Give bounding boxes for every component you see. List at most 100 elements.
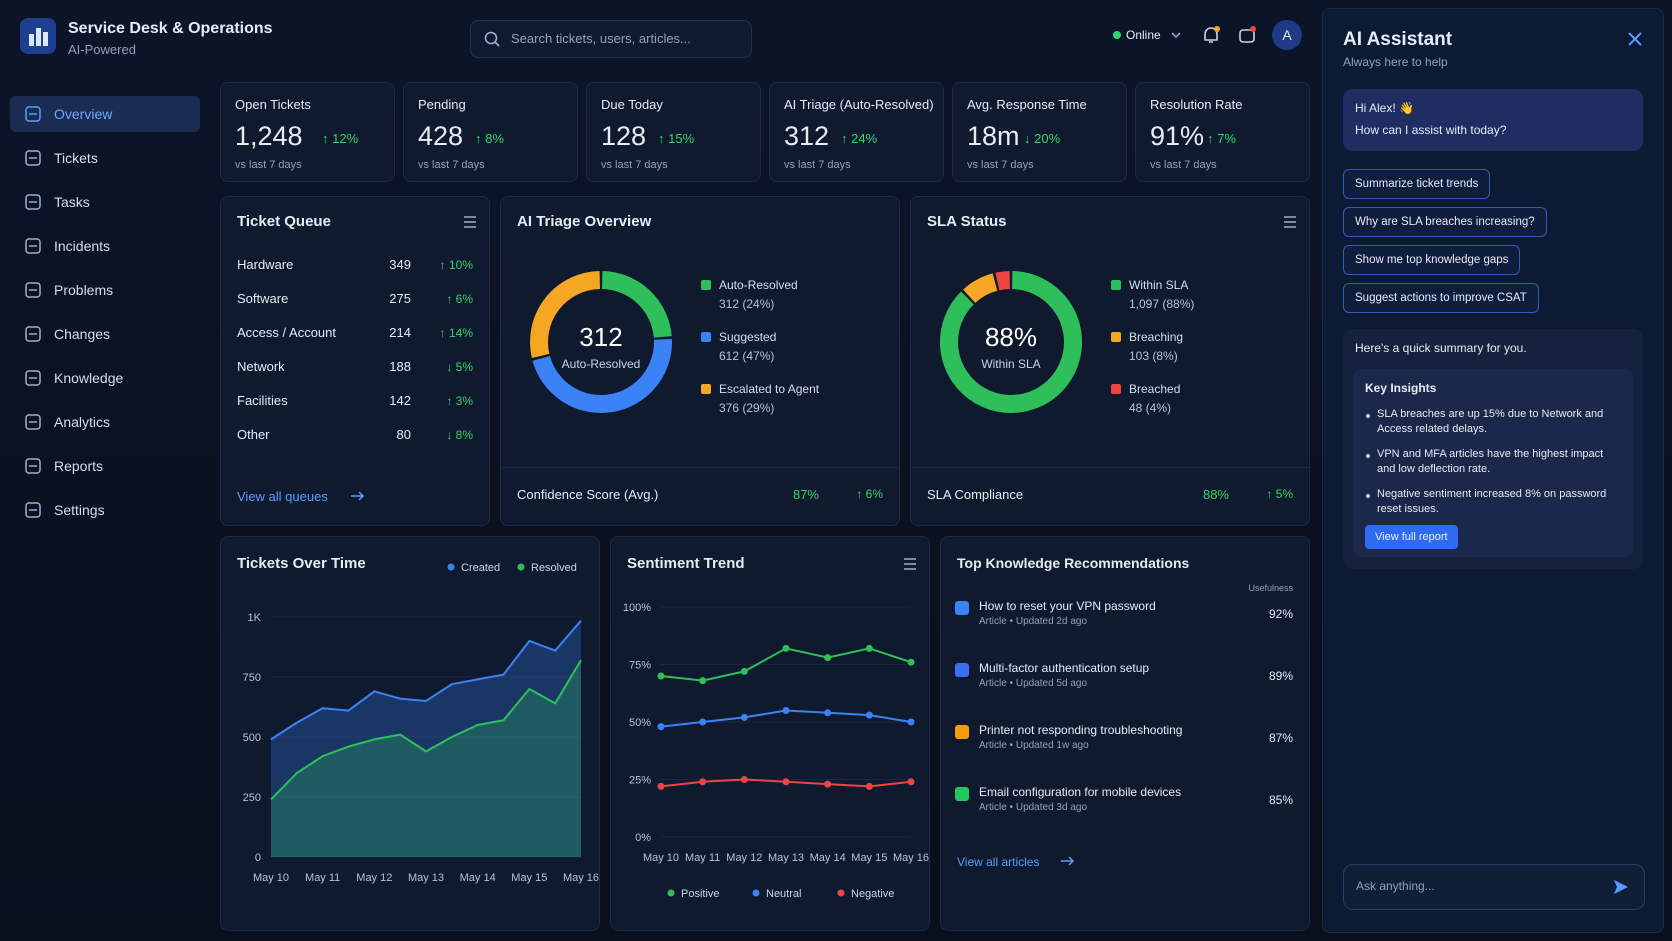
icon-box	[25, 326, 41, 342]
link[interactable]: View all articles	[957, 855, 1040, 869]
point	[782, 707, 790, 714]
nav-item[interactable]: Overview	[10, 96, 200, 132]
queue-change: ↑ 10%	[439, 258, 473, 272]
point	[907, 778, 915, 786]
line	[270, 619, 582, 741]
nav-item[interactable]: Tickets	[10, 140, 200, 176]
dot	[1366, 414, 1370, 418]
panel-title: Sentiment Trend	[627, 555, 745, 572]
area	[271, 620, 581, 857]
point	[865, 782, 873, 790]
nav-item[interactable]: Tasks	[10, 184, 200, 220]
legend-dot	[667, 889, 675, 897]
legend-dot	[752, 889, 760, 897]
nav-item[interactable]: Reports	[10, 448, 200, 484]
donut-chart: Auto-Resolved 312 (24%) Suggested 612 (47%)…	[530, 271, 820, 415]
ai-triage: AI Triage Overview Auto-Resolved 312 (24%)…	[500, 196, 900, 526]
kpi-change: ↑ 8%	[475, 131, 504, 146]
panel-title: Top Knowledge Recommendations	[957, 555, 1190, 571]
legend-label: Neutral	[766, 888, 801, 900]
donut-segment	[530, 271, 601, 358]
x-tick-label: May 10	[643, 852, 679, 864]
article-score: 87%	[1268, 731, 1293, 745]
article-title[interactable]: Printer not responding troubleshooting	[979, 723, 1183, 737]
report-button[interactable]: View full report	[1365, 525, 1458, 549]
kpi-value: 91%	[1150, 121, 1205, 151]
donut-segment	[940, 271, 1082, 413]
queue-name: Hardware	[237, 257, 294, 272]
insight: VPN and MFA articles have the highest im…	[1377, 448, 1604, 475]
chat-input[interactable]: Ask anything...	[1343, 864, 1645, 910]
y-tick-label: 750	[243, 672, 261, 684]
queue-count: 80	[396, 427, 411, 442]
icon	[25, 194, 41, 210]
nav-label: Settings	[54, 502, 105, 518]
legend-label: Created	[461, 562, 500, 574]
icon-box	[25, 238, 41, 254]
logo-bar	[43, 32, 48, 46]
icon	[1061, 856, 1075, 866]
nav-item[interactable]: Problems	[10, 272, 200, 308]
kpi-note: vs last 7 days	[601, 159, 668, 171]
line-chart: 0 250 500 750 1K May 10 May 11 May 12 May 13 May …	[243, 562, 599, 884]
assistant-subtitle: Always here to help	[1343, 55, 1448, 69]
send	[1614, 880, 1628, 894]
article-title[interactable]: Email configuration for mobile devices	[979, 785, 1182, 799]
kpi-note: vs last 7 days	[967, 159, 1034, 171]
donut-center-label: Auto-Resolved	[562, 357, 641, 371]
value-label: 312 (24%)	[719, 297, 774, 311]
bullet	[1366, 454, 1370, 458]
summary-intro: Here's a quick summary for you.	[1355, 341, 1527, 355]
icon	[464, 216, 476, 228]
badge	[1250, 26, 1256, 32]
nav-item[interactable]: Incidents	[10, 228, 200, 264]
point	[824, 709, 832, 717]
knowledge: Top Knowledge Recommendations Usefulness H…	[940, 536, 1310, 931]
icon-box	[955, 725, 969, 739]
y-tick-label: 75%	[629, 660, 651, 672]
legend-label: Auto-Resolved	[719, 278, 798, 292]
article-title[interactable]: Multi-factor authentication setup	[979, 661, 1150, 675]
article-title[interactable]: How to reset your VPN password	[979, 599, 1156, 613]
suggestion-chip[interactable]: Suggest actions to improve CSAT	[1343, 283, 1539, 313]
alerts	[1239, 29, 1255, 43]
legend-swatch	[1111, 332, 1121, 342]
footer-label: SLA Compliance	[927, 487, 1024, 502]
value-label: 103 (8%)	[1129, 349, 1178, 363]
avatar[interactable]: A	[1272, 20, 1302, 50]
tickets-over-time: Tickets Over Time 0 250 500 750 1K May 10 May 1…	[220, 536, 600, 931]
article-meta: Article • Updated 5d ago	[979, 678, 1088, 689]
donut-segment	[601, 271, 672, 338]
nav-item[interactable]: Settings	[10, 492, 200, 528]
y-tick-label: 100%	[623, 602, 651, 614]
legend-label: Breached	[1129, 382, 1180, 396]
suggestion-chip[interactable]: Summarize ticket trends	[1343, 169, 1491, 199]
point	[824, 780, 832, 788]
nav-item[interactable]: Analytics	[10, 404, 200, 440]
link[interactable]: View all queues	[237, 489, 328, 504]
value-label: 1,097 (88%)	[1129, 297, 1194, 311]
dot	[1366, 454, 1370, 458]
ticket-queue: Ticket Queue Hardware 349 ↑ 10% Software 275 ↑…	[220, 196, 490, 526]
kpi-change: ↓ 20%	[1024, 131, 1061, 146]
sentiment-trend: Sentiment Trend 0% 25% 50% 75% 100% May 10 May …	[610, 536, 930, 931]
x-tick-label: May 11	[685, 852, 720, 864]
kpi-change: ↑ 7%	[1207, 131, 1236, 146]
kpi-card: Resolution Rate 91% ↑ 7% vs last 7 days	[1135, 82, 1310, 182]
status[interactable]: Online	[1126, 28, 1161, 42]
legend-label: Breaching	[1129, 330, 1183, 344]
nav-item[interactable]: Changes	[10, 316, 200, 352]
suggestion-chip[interactable]: Show me top knowledge gaps	[1343, 245, 1521, 275]
point	[657, 672, 665, 680]
legend-dot	[517, 563, 525, 571]
nav-item[interactable]: Knowledge	[10, 360, 200, 396]
search-box[interactable]: Search tickets, users, articles...	[470, 20, 752, 58]
x-tick-label: May 16	[893, 852, 929, 864]
kpi-value: 18m	[967, 121, 1020, 151]
x-tick-label: May 15	[851, 852, 887, 864]
suggestion-chip[interactable]: Why are SLA breaches increasing?	[1343, 207, 1547, 237]
close-button[interactable]	[1627, 31, 1643, 47]
queue-count: 275	[389, 291, 411, 306]
line	[270, 659, 582, 801]
chevron-path	[1171, 32, 1181, 38]
